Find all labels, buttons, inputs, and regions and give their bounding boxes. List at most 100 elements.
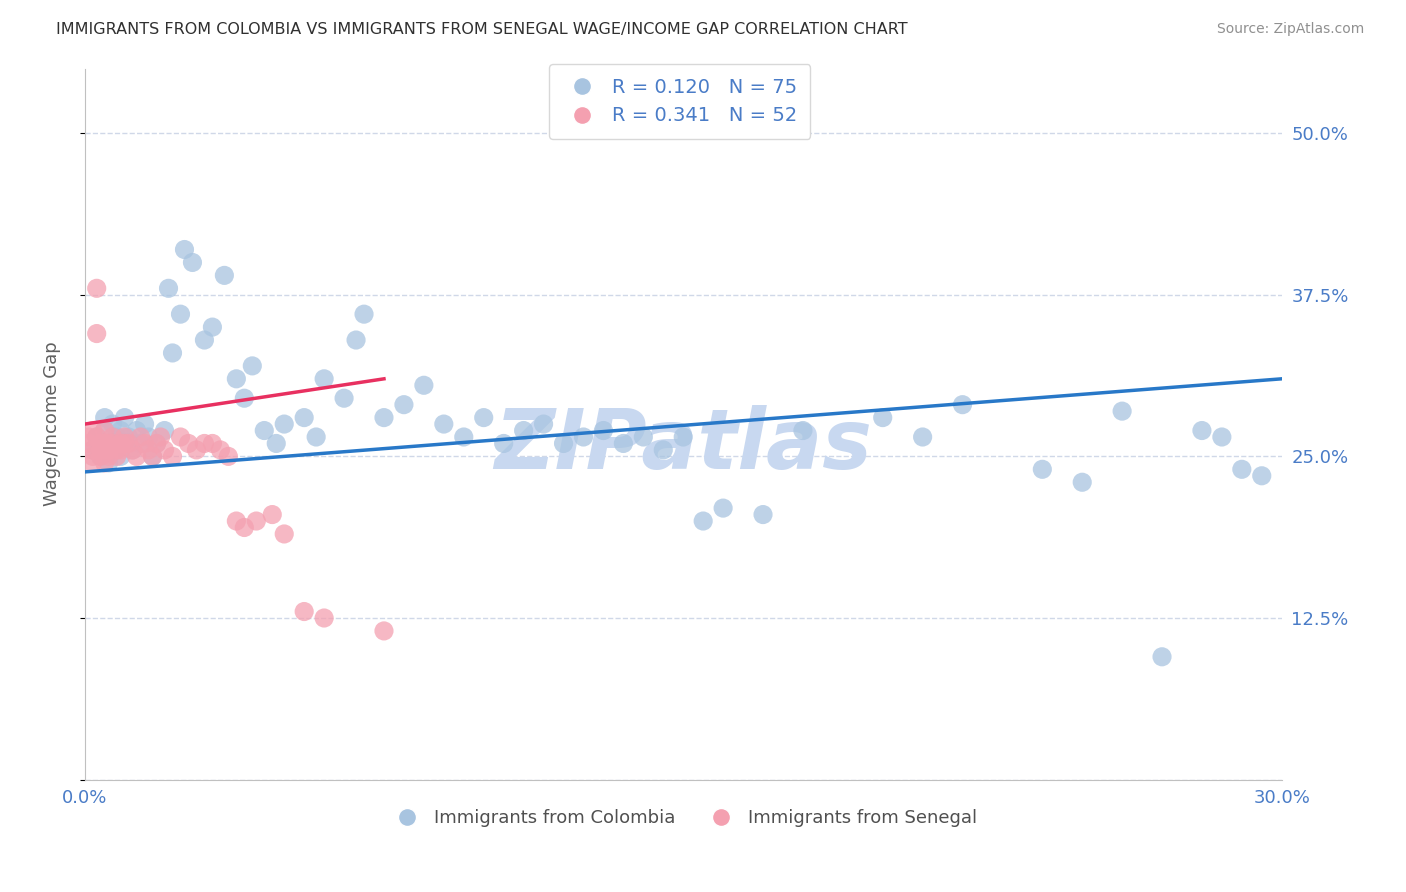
Point xyxy=(105,430,128,444)
Point xyxy=(162,346,184,360)
Point xyxy=(82,424,104,438)
Point xyxy=(752,508,775,522)
Point xyxy=(209,442,232,457)
Point xyxy=(93,456,115,470)
Point xyxy=(1230,462,1253,476)
Point xyxy=(652,442,675,457)
Point xyxy=(262,508,284,522)
Point xyxy=(134,417,156,431)
Point xyxy=(245,514,267,528)
Point xyxy=(105,442,128,457)
Point xyxy=(145,436,167,450)
Point xyxy=(217,450,239,464)
Point xyxy=(101,417,124,431)
Point xyxy=(117,436,139,450)
Point xyxy=(125,424,148,438)
Point xyxy=(292,410,315,425)
Point xyxy=(101,430,124,444)
Point xyxy=(911,430,934,444)
Point xyxy=(314,611,336,625)
Point xyxy=(142,450,165,464)
Point xyxy=(97,456,120,470)
Point xyxy=(201,436,224,450)
Point xyxy=(492,436,515,450)
Point xyxy=(181,255,204,269)
Point xyxy=(114,410,136,425)
Point xyxy=(129,430,152,444)
Point xyxy=(1111,404,1133,418)
Text: IMMIGRANTS FROM COLOMBIA VS IMMIGRANTS FROM SENEGAL WAGE/INCOME GAP CORRELATION : IMMIGRANTS FROM COLOMBIA VS IMMIGRANTS F… xyxy=(56,22,908,37)
Point xyxy=(114,436,136,450)
Point xyxy=(1071,475,1094,490)
Point xyxy=(169,307,191,321)
Point xyxy=(114,436,136,450)
Point xyxy=(86,281,108,295)
Point xyxy=(193,436,215,450)
Y-axis label: Wage/Income Gap: Wage/Income Gap xyxy=(44,342,60,507)
Point xyxy=(82,442,104,457)
Point xyxy=(353,307,375,321)
Point xyxy=(633,430,655,444)
Point xyxy=(138,430,160,444)
Text: Source: ZipAtlas.com: Source: ZipAtlas.com xyxy=(1216,22,1364,37)
Point xyxy=(344,333,367,347)
Point xyxy=(125,450,148,464)
Point xyxy=(97,436,120,450)
Point xyxy=(214,268,236,283)
Point xyxy=(233,391,256,405)
Point xyxy=(90,436,112,450)
Point xyxy=(273,417,295,431)
Point xyxy=(129,436,152,450)
Point xyxy=(872,410,894,425)
Point xyxy=(110,424,132,438)
Point xyxy=(453,430,475,444)
Legend: Immigrants from Colombia, Immigrants from Senegal: Immigrants from Colombia, Immigrants fro… xyxy=(382,802,984,835)
Point xyxy=(82,442,104,457)
Point xyxy=(86,430,108,444)
Point xyxy=(233,520,256,534)
Point xyxy=(201,320,224,334)
Point xyxy=(86,430,108,444)
Point xyxy=(93,424,115,438)
Point xyxy=(177,436,200,450)
Point xyxy=(225,514,247,528)
Point xyxy=(612,436,634,450)
Point xyxy=(110,442,132,457)
Point xyxy=(186,442,208,457)
Point xyxy=(121,442,143,457)
Point xyxy=(93,436,115,450)
Point xyxy=(142,450,165,464)
Point xyxy=(553,436,575,450)
Point xyxy=(305,430,328,444)
Point xyxy=(93,424,115,438)
Point xyxy=(121,442,143,457)
Point xyxy=(392,398,415,412)
Point xyxy=(101,436,124,450)
Point xyxy=(273,527,295,541)
Point xyxy=(149,430,172,444)
Point xyxy=(134,436,156,450)
Point xyxy=(314,372,336,386)
Point xyxy=(373,624,395,638)
Point xyxy=(82,450,104,464)
Point xyxy=(97,450,120,464)
Point xyxy=(90,450,112,464)
Point xyxy=(157,281,180,295)
Point xyxy=(253,424,276,438)
Point xyxy=(110,436,132,450)
Point xyxy=(97,436,120,450)
Point xyxy=(110,450,132,464)
Point xyxy=(90,450,112,464)
Point xyxy=(90,442,112,457)
Point xyxy=(1250,468,1272,483)
Point xyxy=(105,450,128,464)
Point xyxy=(292,605,315,619)
Point xyxy=(114,430,136,444)
Point xyxy=(592,424,614,438)
Point xyxy=(97,442,120,457)
Point xyxy=(264,436,287,450)
Point xyxy=(373,410,395,425)
Point xyxy=(117,430,139,444)
Point xyxy=(512,424,534,438)
Point xyxy=(1191,424,1213,438)
